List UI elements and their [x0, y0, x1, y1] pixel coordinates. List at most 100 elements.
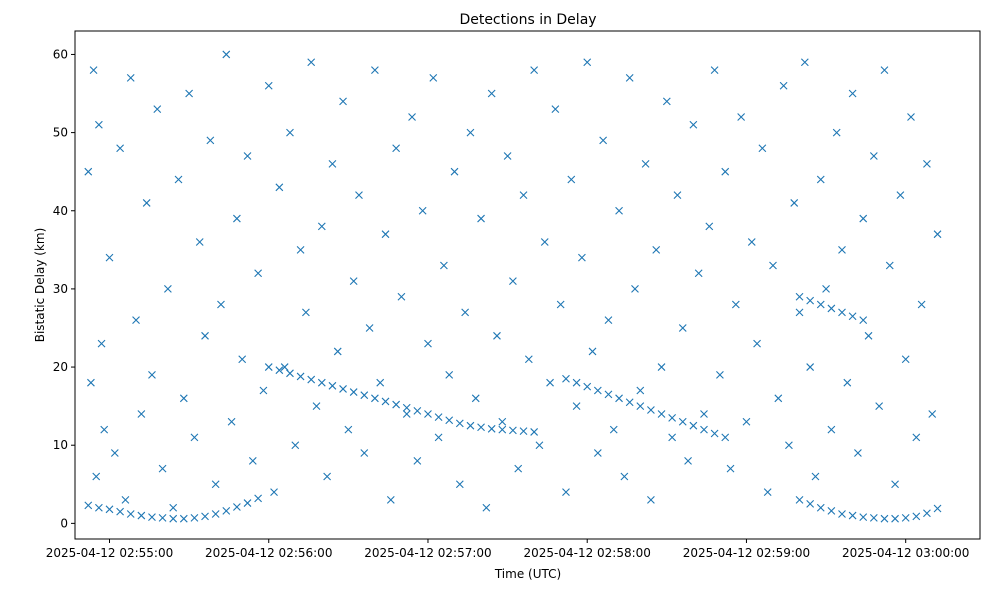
data-point [875, 402, 884, 411]
data-point [158, 514, 167, 522]
data-point [901, 355, 910, 364]
data-point [678, 417, 687, 426]
data-point [700, 410, 708, 418]
data-point [721, 433, 730, 442]
data-point [795, 308, 804, 317]
data-point [774, 394, 783, 403]
data-point [339, 97, 347, 106]
x-axis-label: Time (UTC) [494, 567, 561, 581]
data-point [349, 277, 358, 285]
data-point [726, 464, 735, 473]
data-point [286, 369, 294, 378]
data-point [201, 512, 209, 521]
data-point [662, 97, 671, 106]
data-point [785, 441, 793, 450]
data-point [737, 113, 746, 121]
data-point [615, 394, 623, 403]
data-point [105, 505, 114, 514]
data-point [392, 400, 401, 409]
data-point [397, 292, 406, 301]
data-point [206, 136, 215, 145]
data-point [790, 199, 799, 207]
data-point [859, 513, 868, 522]
data-point [317, 378, 326, 387]
y-tick-label: 30 [53, 282, 68, 296]
data-point [933, 230, 942, 239]
x-tick-label: 2025-04-12 02:56:00 [205, 546, 332, 560]
x-tick-label: 2025-04-12 03:00:00 [842, 546, 969, 560]
data-point [302, 308, 310, 317]
data-point [800, 58, 809, 67]
data-point [169, 503, 178, 512]
data-point [296, 372, 305, 381]
data-point [795, 496, 804, 504]
data-point [530, 428, 539, 436]
data-point [264, 363, 273, 371]
data-point [270, 488, 278, 496]
data-point [455, 480, 464, 489]
data-point [371, 394, 379, 403]
data-point [827, 506, 836, 515]
data-point [901, 514, 910, 522]
data-point [827, 304, 836, 313]
data-point [402, 410, 411, 418]
data-point [753, 339, 761, 348]
data-point [487, 424, 496, 433]
data-point [126, 74, 135, 82]
data-point [381, 397, 390, 406]
data-point [296, 245, 305, 254]
data-point [689, 120, 698, 129]
data-point [912, 433, 921, 442]
data-point [259, 386, 268, 395]
data-point [907, 113, 915, 121]
data-point [275, 366, 284, 375]
data-point [891, 514, 899, 523]
data-point [562, 374, 570, 383]
data-point [869, 152, 878, 160]
data-point [89, 66, 98, 74]
data-point [153, 105, 162, 114]
data-point [440, 261, 448, 270]
data-point [190, 433, 199, 442]
data-point [498, 425, 507, 434]
data-point [620, 472, 629, 481]
y-tick-label: 60 [53, 47, 68, 61]
data-point [445, 370, 454, 379]
data-point [503, 152, 512, 160]
data-point [392, 144, 401, 153]
data-point [625, 398, 634, 407]
data-point [631, 285, 639, 293]
data-point [243, 499, 252, 507]
data-point [854, 449, 862, 457]
data-point [636, 386, 645, 395]
data-point [551, 105, 560, 114]
data-point [424, 339, 432, 348]
data-point [705, 222, 714, 231]
data-point [530, 66, 539, 74]
data-point [838, 245, 846, 254]
data-point [174, 175, 183, 184]
data-point [344, 425, 353, 434]
data-point [928, 410, 937, 418]
data-point [859, 214, 868, 223]
data-point [493, 331, 501, 340]
y-tick-label: 10 [53, 438, 68, 452]
data-point [625, 74, 634, 82]
data-point [434, 413, 443, 421]
data-point [121, 496, 130, 504]
data-point [668, 413, 677, 422]
data-point [540, 238, 549, 246]
data-point [641, 159, 650, 168]
x-tick-label: 2025-04-12 02:55:00 [46, 546, 173, 560]
data-point [158, 464, 167, 473]
data-point [466, 128, 475, 137]
data-point [418, 206, 427, 215]
data-point [848, 89, 857, 98]
data-point [227, 417, 236, 426]
data-point [434, 433, 443, 442]
data-point [429, 74, 438, 82]
data-point [562, 488, 570, 496]
data-point [588, 347, 597, 356]
data-point [763, 488, 772, 496]
data-point [684, 456, 692, 465]
